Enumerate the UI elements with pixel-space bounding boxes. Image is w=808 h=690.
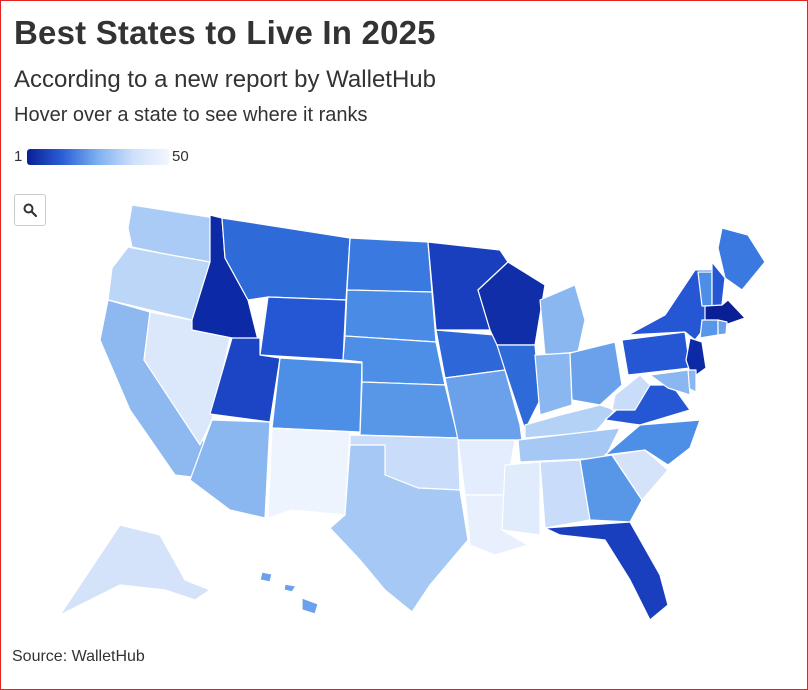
state-hi-island-2[interactable]	[283, 583, 297, 593]
state-pa[interactable]	[621, 331, 691, 376]
legend-gradient-bar	[27, 149, 169, 165]
legend-max-label: 50	[172, 148, 189, 165]
state-co[interactable]	[271, 357, 363, 433]
state-nj[interactable]	[685, 337, 707, 379]
state-md[interactable]	[649, 369, 691, 396]
legend-min-label: 1	[14, 148, 23, 165]
state-ri[interactable]	[717, 319, 728, 336]
page-title: Best States to Live In 2025	[14, 14, 436, 51]
zoom-search-button[interactable]	[14, 194, 46, 226]
search-icon	[23, 203, 37, 217]
state-mt[interactable]	[221, 217, 351, 301]
state-oh[interactable]	[569, 341, 623, 406]
state-mi[interactable]	[539, 284, 586, 356]
state-fl[interactable]	[544, 521, 669, 621]
us-states-map[interactable]	[0, 190, 808, 630]
state-nd[interactable]	[346, 237, 433, 293]
state-ga[interactable]	[579, 454, 643, 523]
state-ct[interactable]	[699, 319, 719, 339]
state-in[interactable]	[534, 352, 573, 416]
page-description: Hover over a state to see where it ranks	[14, 104, 368, 126]
state-mo[interactable]	[444, 369, 523, 441]
state-sd[interactable]	[344, 289, 437, 343]
state-ms[interactable]	[501, 461, 541, 536]
state-hi[interactable]	[259, 571, 273, 583]
state-me[interactable]	[717, 227, 766, 291]
state-nm[interactable]	[267, 427, 351, 519]
state-tx[interactable]	[329, 444, 469, 613]
source-note: Source: WalletHub	[12, 648, 145, 665]
state-wy[interactable]	[259, 296, 347, 361]
state-hi-island-3[interactable]	[301, 597, 319, 615]
state-az[interactable]	[189, 419, 271, 519]
state-wv[interactable]	[611, 374, 651, 411]
state-ks[interactable]	[359, 381, 459, 439]
state-il[interactable]	[496, 344, 541, 431]
state-ak[interactable]	[59, 524, 211, 616]
page-subtitle: According to a new report by WalletHub	[14, 66, 436, 93]
